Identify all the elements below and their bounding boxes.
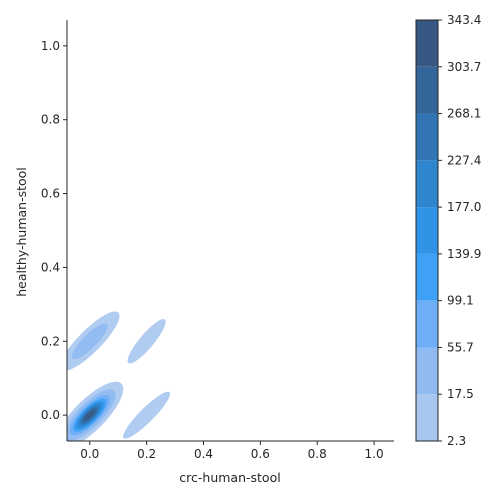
colorbar-tick-label: 2.3: [447, 434, 466, 448]
x-tick-label: 1.0: [365, 447, 384, 461]
y-tick-label: 1.0: [41, 39, 60, 53]
colorbar-tick-label: 343.4: [447, 13, 481, 27]
x-tick-label: 0.0: [80, 447, 99, 461]
y-tick-label: 0.4: [41, 260, 60, 274]
axes: 0.0 0.2 0.4 0.6 0.8 1.0 0.0 0.2 0.4 0.6 0.8 1.0: [41, 20, 394, 461]
colorbar-tick-label: 268.1: [447, 107, 481, 121]
y-tick-label: 0.6: [41, 187, 60, 201]
colorbar-tick-label: 177.0: [447, 200, 481, 214]
colorbar: 2.3 17.5 55.7 99.1 139.9 177.0 227.4 268.1 303.7…: [415, 13, 481, 448]
colorbar-tick-label: 17.5: [447, 387, 474, 401]
density-contour-0-level-8: [84, 409, 95, 421]
colorbar-band-6: [416, 113, 438, 161]
plot-area: [67, 311, 171, 441]
colorbar-frame: [415, 19, 439, 442]
colorbar-band-4: [416, 207, 438, 254]
x-tick-label: 0.2: [137, 447, 156, 461]
colorbar-band-3: [416, 253, 438, 301]
x-tick-label: 0.8: [308, 447, 327, 461]
y-tick-label: 0.8: [41, 113, 60, 127]
y-tick-label: 0.2: [41, 334, 60, 348]
density-contour-1-level-1: [71, 323, 108, 360]
colorbar-tick-label: 303.7: [447, 60, 481, 74]
colorbar-band-7: [416, 66, 438, 114]
colorbar-tick-label: 227.4: [447, 153, 481, 167]
density-contour-3-level-0: [123, 391, 171, 439]
colorbar-tick-label: 139.9: [447, 247, 481, 261]
x-tick-label: 0.6: [251, 447, 270, 461]
colorbar-band-5: [416, 160, 438, 208]
colorbar-band-2: [416, 300, 438, 348]
colorbar-tick-label: 99.1: [447, 294, 474, 308]
y-axis-label: healthy-human-stool: [14, 167, 29, 297]
x-axis-label: crc-human-stool: [179, 470, 280, 485]
y-tick-label: 0.0: [41, 408, 60, 422]
colorbar-tick-label: 55.7: [447, 340, 474, 354]
colorbar-band-1: [416, 347, 438, 395]
colorbar-band-0: [416, 394, 438, 441]
colorbar-band-8: [416, 20, 438, 67]
density-contour-2-level-0: [127, 319, 166, 364]
x-tick-label: 0.4: [194, 447, 213, 461]
